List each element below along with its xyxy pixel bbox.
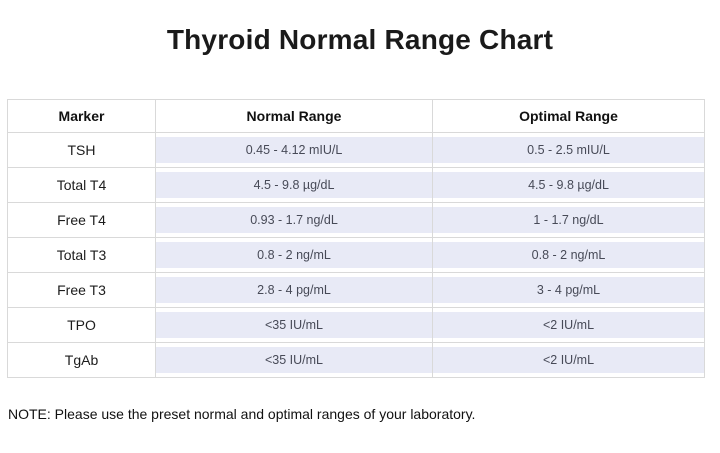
note-text: NOTE: Please use the preset normal and o… (8, 406, 476, 422)
marker-cell: TPO (7, 307, 156, 343)
marker-cell: Total T3 (7, 237, 156, 273)
table-row: TgAb <35 IU/mL <2 IU/mL (7, 342, 705, 378)
marker-cell: TgAb (7, 342, 156, 378)
value-highlight: 0.45 - 4.12 mIU/L (156, 137, 432, 163)
thyroid-range-table: Marker Normal Range Optimal Range TSH 0.… (7, 99, 705, 378)
optimal-range-cell: 3 - 4 pg/mL (432, 272, 705, 308)
table-row: Total T3 0.8 - 2 ng/mL 0.8 - 2 ng/mL (7, 237, 705, 273)
optimal-range-cell: 1 - 1.7 ng/dL (432, 202, 705, 238)
value-highlight: 4.5 - 9.8 µg/dL (156, 172, 432, 198)
value-highlight: <35 IU/mL (156, 347, 432, 373)
normal-range-cell: 0.93 - 1.7 ng/dL (155, 202, 433, 238)
marker-cell: Free T3 (7, 272, 156, 308)
marker-cell: Free T4 (7, 202, 156, 238)
column-header-optimal-range: Optimal Range (432, 99, 705, 133)
value-highlight: 0.8 - 2 ng/mL (156, 242, 432, 268)
optimal-range-cell: 0.5 - 2.5 mIU/L (432, 132, 705, 168)
table-row: TPO <35 IU/mL <2 IU/mL (7, 307, 705, 343)
table-row: Total T4 4.5 - 9.8 µg/dL 4.5 - 9.8 µg/dL (7, 167, 705, 203)
optimal-range-cell: 4.5 - 9.8 µg/dL (432, 167, 705, 203)
normal-range-cell: 0.8 - 2 ng/mL (155, 237, 433, 273)
optimal-range-cell: 0.8 - 2 ng/mL (432, 237, 705, 273)
marker-cell: Total T4 (7, 167, 156, 203)
value-highlight: 4.5 - 9.8 µg/dL (433, 172, 704, 198)
value-highlight: <35 IU/mL (156, 312, 432, 338)
normal-range-cell: 2.8 - 4 pg/mL (155, 272, 433, 308)
table-row: Free T4 0.93 - 1.7 ng/dL 1 - 1.7 ng/dL (7, 202, 705, 238)
value-highlight: <2 IU/mL (433, 312, 704, 338)
column-header-normal-range: Normal Range (155, 99, 433, 133)
optimal-range-cell: <2 IU/mL (432, 307, 705, 343)
value-highlight: 3 - 4 pg/mL (433, 277, 704, 303)
marker-cell: TSH (7, 132, 156, 168)
normal-range-cell: <35 IU/mL (155, 307, 433, 343)
page: Thyroid Normal Range Chart Marker Normal… (0, 22, 720, 453)
normal-range-cell: 4.5 - 9.8 µg/dL (155, 167, 433, 203)
optimal-range-cell: <2 IU/mL (432, 342, 705, 378)
value-highlight: 0.8 - 2 ng/mL (433, 242, 704, 268)
table-row: Free T3 2.8 - 4 pg/mL 3 - 4 pg/mL (7, 272, 705, 308)
page-title: Thyroid Normal Range Chart (166, 24, 554, 55)
header-row: Marker Normal Range Optimal Range (7, 99, 705, 133)
normal-range-cell: 0.45 - 4.12 mIU/L (155, 132, 433, 168)
column-header-marker: Marker (7, 99, 156, 133)
value-highlight: 0.5 - 2.5 mIU/L (433, 137, 704, 163)
value-highlight: 1 - 1.7 ng/dL (433, 207, 704, 233)
normal-range-cell: <35 IU/mL (155, 342, 433, 378)
table-row: TSH 0.45 - 4.12 mIU/L 0.5 - 2.5 mIU/L (7, 132, 705, 168)
value-highlight: <2 IU/mL (433, 347, 704, 373)
value-highlight: 2.8 - 4 pg/mL (156, 277, 432, 303)
value-highlight: 0.93 - 1.7 ng/dL (156, 207, 432, 233)
